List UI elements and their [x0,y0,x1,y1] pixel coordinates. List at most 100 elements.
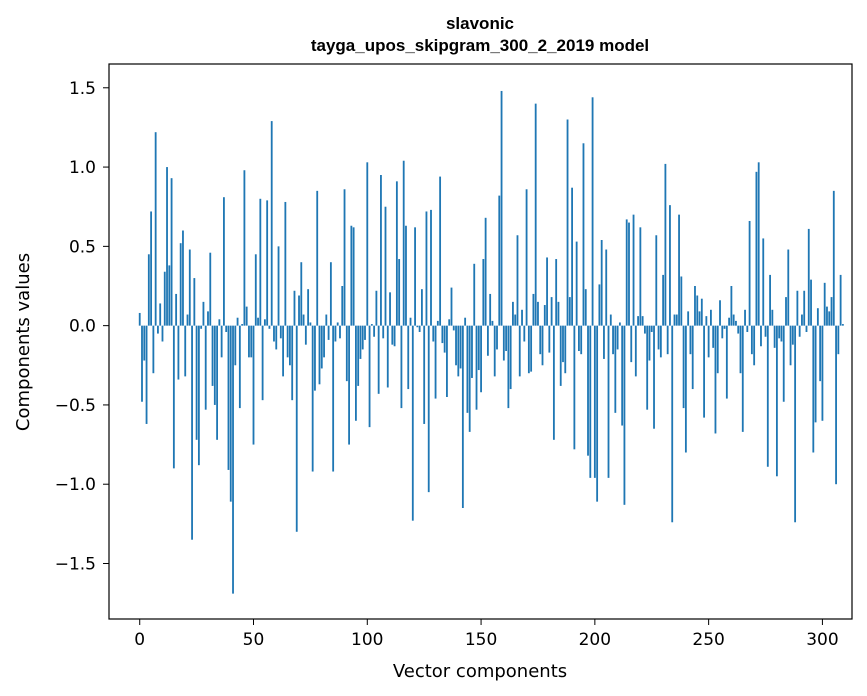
bar-32 [211,325,214,386]
x-tick-label: 0 [134,630,145,650]
bar-302 [826,306,828,326]
bar-173 [532,293,535,326]
bar-273 [760,325,762,347]
bar-49 [250,325,253,358]
bar-255 [719,300,721,326]
bar-111 [391,325,394,345]
bar-271 [755,171,758,326]
bar-289 [796,290,799,326]
bar-13 [168,265,171,326]
x-tick-label: 250 [692,630,724,650]
bar-100 [366,162,369,326]
bar-94 [352,227,355,326]
bar-105 [377,325,380,394]
bar-279 [773,325,776,348]
bar-80 [320,325,323,369]
bar-53 [259,198,262,326]
bar-179 [546,257,548,326]
bar-29 [204,325,207,410]
bar-131 [436,320,439,326]
bar-141 [459,325,462,369]
bar-182 [552,325,555,440]
bar-210 [616,325,619,350]
y-tick-label: −0.5 [55,396,96,416]
bar-117 [405,225,407,326]
bar-65 [286,325,289,358]
bar-70 [298,295,300,326]
bar-54 [261,325,264,401]
bar-106 [380,175,382,326]
bar-220 [639,227,642,326]
bar-265 [741,325,744,432]
bar-252 [712,325,715,348]
bar-291 [801,314,803,326]
bar-19 [182,230,184,326]
bar-188 [566,119,569,326]
bar-102 [370,324,373,326]
bar-5 [150,211,153,326]
bar-272 [757,162,760,326]
y-tick-label: −1.5 [55,555,96,575]
bar-6 [152,325,155,374]
bar-139 [455,325,457,366]
bar-201 [596,325,599,502]
bar-245 [696,295,699,326]
bar-43 [236,317,239,326]
bar-186 [562,325,564,363]
bar-153 [486,325,489,356]
bar-151 [482,259,485,326]
bar-79 [318,325,321,385]
bar-192 [575,241,578,326]
bar-40 [229,325,232,502]
bar-244 [694,286,696,326]
y-tick-label: 0.5 [69,237,96,257]
chart-title-line-1: slavonic [446,14,514,33]
bar-9 [159,303,162,326]
bar-191 [573,325,576,450]
bar-145 [468,325,471,432]
bar-254 [716,325,719,374]
bar-10 [161,325,164,342]
bar-3 [145,325,148,424]
bar-216 [630,325,633,363]
bar-251 [710,309,712,326]
bar-133 [441,325,444,344]
bar-17 [177,325,180,380]
bar-98 [361,325,364,350]
bar-185 [559,325,562,386]
bar-204 [603,325,605,359]
bar-72 [302,314,305,326]
bar-42 [234,325,237,366]
bar-116 [402,160,405,326]
bar-142 [461,325,464,508]
bar-126 [425,211,428,326]
bar-119 [409,317,412,326]
bar-212 [621,325,624,426]
bar-58 [270,121,273,326]
bar-167 [518,325,521,377]
bar-222 [644,325,646,334]
bar-270 [753,325,756,366]
bar-130 [434,325,437,399]
bar-127 [427,325,430,493]
x-tick-label: 100 [351,630,383,650]
bar-1 [141,325,143,402]
bar-123 [418,325,421,332]
bar-309 [841,324,844,326]
bar-82 [325,314,328,326]
bar-308 [839,274,842,326]
bar-92 [348,325,350,445]
bar-129 [432,325,435,342]
bar-24 [193,278,196,326]
bar-120 [411,325,414,521]
bar-170 [525,189,528,326]
bar-122 [416,325,419,328]
bar-214 [625,219,628,326]
bar-285 [787,249,790,326]
bar-256 [721,325,724,339]
bar-184 [557,301,560,326]
bar-69 [295,325,298,532]
bar-172 [530,325,533,372]
bar-298 [816,308,819,326]
bar-23 [191,325,193,540]
